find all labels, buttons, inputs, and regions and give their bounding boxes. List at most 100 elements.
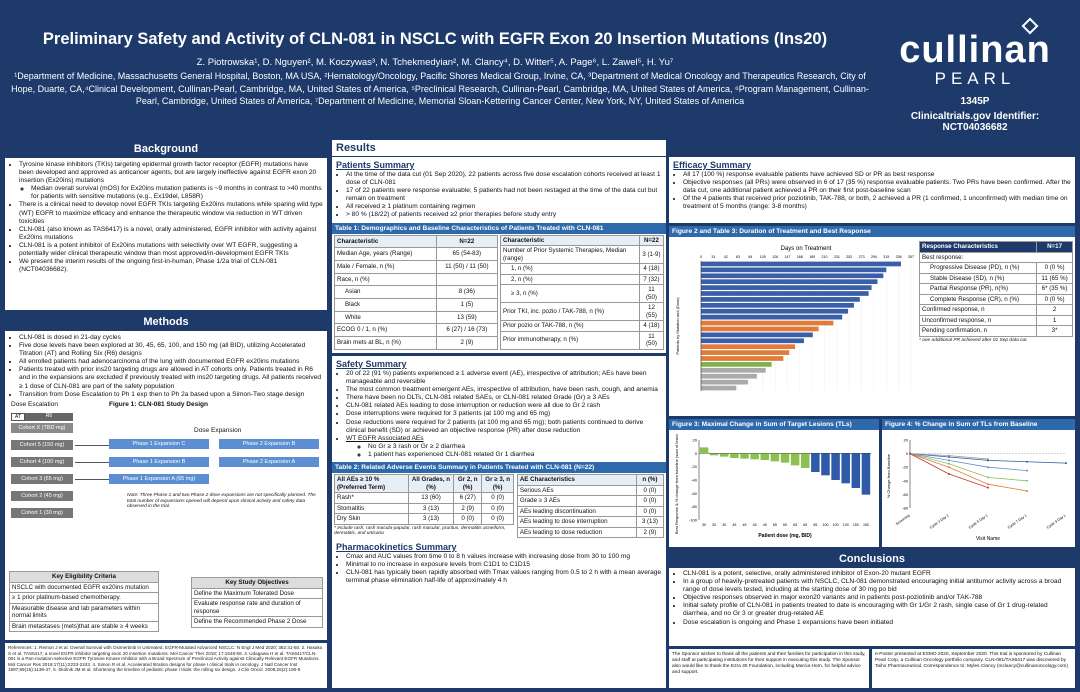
dose-expansion-label: Dose Expansion bbox=[194, 426, 242, 434]
table-cell: Unconfirmed response, n bbox=[918, 314, 1038, 326]
tick-label: 294 bbox=[871, 255, 877, 259]
table-cell: Number of Prior Systemic Therapies, Medi… bbox=[500, 245, 640, 265]
table-row: ECOG 0 / 1, n (%) 6 (27) / 16 (73) bbox=[334, 323, 499, 337]
waterfall-bar bbox=[750, 453, 759, 460]
table-cell: ≥ 1 prior platinum-based chemotherapy. bbox=[9, 592, 159, 604]
tick-label: 0 bbox=[695, 451, 698, 456]
objectives-heading: Key Study Objectives bbox=[191, 577, 323, 589]
swimmer-bar bbox=[701, 279, 878, 285]
swimmer-bar bbox=[701, 338, 804, 344]
tick-label: 147 bbox=[784, 255, 790, 259]
list-item: In a group of heavily-pretreated patient… bbox=[683, 578, 1071, 594]
waterfall-bar bbox=[800, 453, 810, 468]
table-row: Number of Prior Systemic Therapies, Medi… bbox=[500, 245, 665, 265]
waterfall-plot: 20 0 -20 -40 -60 -80 -100 30 30 30 45 45 45 45 65 65 65 6… bbox=[674, 434, 871, 539]
table-cell: 0 (0) bbox=[635, 505, 665, 518]
series-line bbox=[909, 453, 1028, 471]
swimmer-plot: Days on Treatment 0 31 42 63 84 105 126 147 168 18… bbox=[675, 246, 914, 391]
table-row: Dry Skin 3 (13) 0 (0) 0 (0) bbox=[333, 513, 514, 525]
swimmer-bar bbox=[701, 356, 784, 361]
table-cell: Confirmed response, n bbox=[918, 304, 1038, 316]
table-row: Asian 8 (36) bbox=[334, 285, 499, 299]
list-item: 20 of 22 (91 %) patients experienced ≥ 1… bbox=[346, 370, 662, 386]
table-cell: White bbox=[334, 310, 437, 325]
data-point bbox=[987, 466, 989, 469]
series-line bbox=[909, 453, 1028, 482]
tick-label: 126 bbox=[772, 255, 778, 259]
tick-label: 168 bbox=[797, 255, 803, 259]
study-objectives: Key Study Objectives Define the Maximum … bbox=[191, 577, 323, 628]
swimmer-bar bbox=[701, 291, 869, 296]
list-item: Tyrosine kinase inhibitors (TKIs) target… bbox=[19, 161, 323, 185]
cohort-box: Cohort 4 (100 mg) bbox=[11, 456, 73, 467]
table-cell: ECOG 0 / 1, n (%) bbox=[334, 323, 437, 337]
table-cell: 0 (0) bbox=[481, 492, 514, 504]
series-line bbox=[909, 453, 989, 488]
tick-label: -20 bbox=[902, 465, 909, 470]
list-item: Dose escalation is ongoing and Phase 1 e… bbox=[683, 619, 1071, 627]
table-row: Prior immunotherapy, n (%) 11 (50) bbox=[500, 330, 665, 350]
tick-label: Cycle 9 Day 1 bbox=[1046, 514, 1067, 530]
cohort-box: Cohort 3 (65 mg) bbox=[11, 473, 73, 484]
brand-sub: PEARL bbox=[934, 69, 1016, 88]
table-cell bbox=[435, 272, 499, 287]
table-cell: 2 (9) bbox=[452, 502, 483, 515]
column-header: All AEs ≥ 10 % (Preferred Term) bbox=[333, 474, 410, 494]
table-cell: 1, n (%) bbox=[500, 263, 640, 275]
table-header-row: All AEs ≥ 10 % (Preferred Term) All Grade… bbox=[333, 474, 514, 494]
waterfall-bar bbox=[811, 453, 820, 472]
tick-label: -60 bbox=[691, 491, 698, 496]
tick-label: 20 bbox=[904, 438, 909, 443]
column-header: All Grades, n (%) bbox=[408, 474, 454, 494]
table-row: Male / Female, n (%) 11 (50) / 11 (50) bbox=[334, 259, 499, 274]
list-item: CLN-081 related AEs leading to dose inte… bbox=[346, 402, 662, 410]
table-row: White 13 (59) bbox=[334, 310, 499, 325]
table-cell: Serious AEs bbox=[516, 484, 637, 497]
y-axis-label: Best Response & % change from baseline (… bbox=[674, 434, 679, 534]
data-point bbox=[1026, 479, 1028, 482]
table-cell: Stable Disease (SD), n (%) bbox=[918, 272, 1038, 284]
figure3-panel: Figure 3: Maximal Change in Sum of Targe… bbox=[669, 419, 879, 547]
at-box: AT bbox=[11, 412, 25, 421]
table-cell: 11 (50) bbox=[638, 330, 665, 350]
table-cell: Best response: bbox=[919, 251, 1073, 263]
list-item: Objective responses observed in major ex… bbox=[683, 594, 1071, 602]
table-cell: Define the Recommended Phase 2 Dose bbox=[191, 616, 323, 628]
r6-box: R6 bbox=[25, 412, 73, 421]
table-cell: 0 (0) bbox=[635, 484, 665, 497]
table-cell: 2, n (%) bbox=[500, 273, 640, 286]
table-cell: Define the Maximum Tolerated Dose bbox=[191, 587, 323, 599]
swimmer-bar bbox=[701, 285, 872, 290]
list-item: Dose interruptions were required for 3 p… bbox=[346, 410, 662, 418]
table2-title: Table 2: Related Adverse Events Summary … bbox=[332, 462, 666, 474]
table-row: Race, n (%) bbox=[334, 272, 499, 287]
tick-label: 336 bbox=[896, 255, 902, 259]
column-header: Gr ≥ 3, n (%) bbox=[481, 474, 514, 494]
tick-label: 45 bbox=[763, 523, 767, 527]
data-point bbox=[948, 473, 950, 475]
table-cell: 6 (27) bbox=[452, 492, 483, 504]
safety-heading: Safety Summary bbox=[336, 359, 407, 369]
table-cell: 2 (9) bbox=[435, 335, 499, 350]
swimmer-bar bbox=[701, 332, 813, 338]
list-item: No Gr ≥ 3 rash or Gr ≥ 2 diarrhea bbox=[368, 443, 662, 451]
table2: All AEs ≥ 10 % (Preferred Term) All Grade… bbox=[332, 473, 666, 539]
table-cell: ≥ 3, n (%) bbox=[500, 284, 640, 304]
y-axis-label: % Change from Baseline bbox=[886, 453, 891, 498]
waterfall-bar bbox=[720, 453, 729, 457]
tick-label: 252 bbox=[846, 255, 852, 259]
table-row: Brain mets at BL, n (%) 2 (9) bbox=[334, 335, 499, 350]
tick-label: 65 bbox=[813, 523, 817, 527]
tick-label: 100 bbox=[843, 523, 849, 527]
column-header: Gr 2, n (%) bbox=[452, 474, 483, 494]
swimmer-bar bbox=[701, 297, 860, 302]
table-cell: 6 (27) / 16 (73) bbox=[435, 323, 499, 337]
tick-label: 189 bbox=[809, 255, 815, 259]
table-row: Grade ≥ 3 AEs 0 (0) bbox=[516, 495, 665, 507]
figure-title: Figure 1: CLN-081 Study Design bbox=[109, 400, 208, 408]
table-cell: Dry Skin bbox=[333, 513, 410, 525]
expansion-box: Phase 1 Expansion C bbox=[109, 438, 209, 449]
tick-label: 30 bbox=[712, 523, 716, 527]
table-cell: 7 (32) bbox=[638, 273, 665, 286]
table-cell: AEs leading to dose interruption bbox=[516, 516, 637, 528]
